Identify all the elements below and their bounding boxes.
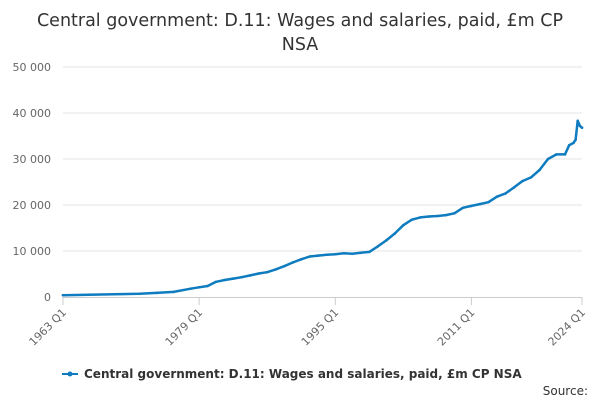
- data-point[interactable]: [87, 293, 90, 297]
- grid-lines: [63, 66, 582, 252]
- data-point[interactable]: [578, 124, 582, 128]
- data-point[interactable]: [299, 258, 303, 261]
- data-point[interactable]: [368, 250, 371, 254]
- data-point[interactable]: [555, 153, 558, 156]
- data-point[interactable]: [495, 195, 499, 198]
- data-point[interactable]: [393, 232, 397, 235]
- y-tick-label: 40 000: [13, 107, 52, 120]
- legend-swatch-marker: [67, 371, 73, 377]
- data-point[interactable]: [206, 284, 209, 288]
- data-point[interactable]: [529, 176, 533, 179]
- x-tick-label: 2011 Q1: [435, 306, 478, 349]
- data-point[interactable]: [444, 213, 448, 217]
- data-point[interactable]: [189, 287, 192, 291]
- series-layer: [61, 119, 584, 297]
- data-point[interactable]: [487, 200, 490, 204]
- data-point[interactable]: [197, 286, 201, 289]
- data-point[interactable]: [538, 168, 541, 172]
- legend-series-label[interactable]: Central government: D.11: Wages and sala…: [84, 367, 522, 381]
- chart-title-line-1: Central government: D.11: Wages and sala…: [37, 11, 563, 31]
- data-point[interactable]: [172, 290, 175, 294]
- y-tick-label: 10 000: [13, 245, 52, 258]
- data-point[interactable]: [240, 275, 243, 279]
- y-tick-label: 20 000: [13, 199, 52, 212]
- data-point[interactable]: [580, 126, 584, 129]
- data-point[interactable]: [436, 214, 439, 218]
- legend[interactable]: Central government: D.11: Wages and sala…: [62, 367, 522, 381]
- data-point[interactable]: [576, 119, 579, 123]
- x-tick-label: 1979 Q1: [163, 306, 206, 349]
- data-point[interactable]: [265, 270, 269, 274]
- data-point[interactable]: [546, 157, 550, 161]
- data-point[interactable]: [419, 216, 422, 219]
- data-point[interactable]: [248, 274, 252, 277]
- data-point[interactable]: [274, 268, 278, 271]
- data-point[interactable]: [231, 277, 235, 280]
- source-label[interactable]: Source:: [543, 384, 588, 398]
- data-point[interactable]: [282, 264, 286, 268]
- data-point[interactable]: [427, 215, 431, 218]
- data-point[interactable]: [563, 153, 567, 156]
- data-point[interactable]: [291, 261, 295, 264]
- data-point[interactable]: [223, 278, 226, 282]
- x-tick-label: 1963 Q1: [27, 306, 70, 349]
- data-point[interactable]: [138, 292, 141, 296]
- data-point[interactable]: [334, 252, 337, 256]
- data-point[interactable]: [453, 212, 456, 215]
- x-axis: 1963 Q1 1979 Q1 1995 Q1 2011 Q1 2024 Q1: [27, 297, 589, 349]
- data-point[interactable]: [61, 293, 65, 297]
- data-point[interactable]: [112, 292, 116, 296]
- data-point[interactable]: [567, 143, 571, 147]
- data-point[interactable]: [402, 223, 405, 227]
- data-point[interactable]: [385, 239, 388, 242]
- data-point[interactable]: [521, 179, 524, 183]
- data-point[interactable]: [155, 291, 158, 295]
- data-point[interactable]: [308, 255, 312, 258]
- x-tick-label: 1995 Q1: [299, 306, 342, 349]
- x-tick-label: 2024 Q1: [546, 306, 589, 349]
- data-point[interactable]: [574, 138, 577, 141]
- data-point[interactable]: [410, 218, 414, 221]
- data-point[interactable]: [359, 251, 363, 255]
- data-point[interactable]: [572, 141, 575, 145]
- data-point[interactable]: [512, 186, 516, 189]
- data-point[interactable]: [351, 252, 354, 256]
- series-line[interactable]: [61, 119, 584, 297]
- data-point[interactable]: [504, 192, 507, 195]
- data-point[interactable]: [257, 272, 261, 275]
- data-point[interactable]: [461, 206, 465, 210]
- data-point[interactable]: [325, 253, 329, 256]
- y-tick-label: 50 000: [13, 61, 52, 74]
- chart-title-line-2: NSA: [282, 35, 319, 55]
- data-point[interactable]: [214, 280, 218, 284]
- data-point[interactable]: [342, 252, 346, 255]
- data-point[interactable]: [478, 202, 482, 206]
- data-point[interactable]: [316, 254, 320, 257]
- y-tick-label: 0: [44, 291, 51, 304]
- y-axis-ticks: 0 10 000 20 000 30 000 40 000 50 000: [13, 61, 52, 304]
- data-point[interactable]: [376, 245, 380, 248]
- data-point[interactable]: [470, 204, 473, 208]
- y-tick-label: 30 000: [13, 153, 52, 166]
